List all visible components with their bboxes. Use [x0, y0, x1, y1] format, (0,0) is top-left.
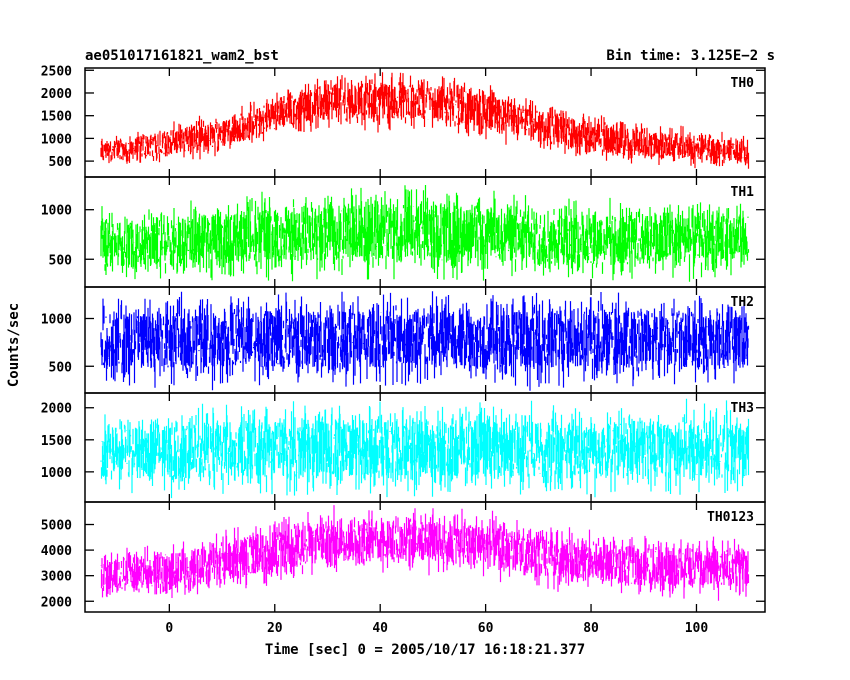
- panels-group: 5001000150020002500TH05001000TH15001000T…: [41, 64, 766, 636]
- x-axis-label: Time [sec] 0 = 2005/10/17 16:18:21.377: [265, 642, 585, 658]
- panel-label-th1: TH1: [731, 185, 755, 200]
- y-tick-label: 500: [49, 360, 73, 375]
- series-th0: [100, 72, 750, 169]
- series-th0123: [100, 505, 750, 601]
- y-tick-label: 1000: [41, 466, 72, 481]
- x-tick-label: 60: [478, 621, 494, 636]
- y-tick-label: 4000: [41, 544, 72, 559]
- x-tick-label: 100: [685, 621, 709, 636]
- y-tick-label: 3000: [41, 570, 72, 585]
- bin-time-label: Bin time: 3.125E−2 s: [606, 48, 775, 64]
- x-tick-label: 80: [583, 621, 599, 636]
- y-tick-label: 1500: [41, 110, 72, 125]
- panel-th0123: 2000 3000 4000 5000 TH0123 0 20 40 60 80 100: [41, 501, 766, 636]
- panel-label-th0: TH0: [731, 76, 755, 91]
- x-tick-label: 20: [267, 621, 283, 636]
- panel-th1: 500 1000 TH1: [41, 176, 766, 288]
- y-tick-label: 500: [49, 155, 73, 170]
- chart-title: ae051017161821_wam2_bst: [85, 48, 279, 64]
- x-tick-label: 40: [372, 621, 388, 636]
- panel-th2: 500 1000 TH2: [41, 286, 766, 394]
- y-tick-label: 2000: [41, 595, 72, 610]
- y-tick-label: 1000: [41, 204, 72, 219]
- series-th3: [100, 398, 750, 499]
- y-tick-label: 2500: [41, 64, 72, 79]
- x-tick-label: 0: [165, 621, 173, 636]
- panel-label-th0123: TH0123: [707, 510, 754, 525]
- series-th1: [100, 185, 750, 282]
- panel-th3: 1000 1500 2000 TH3: [41, 392, 766, 503]
- panel-label-th2: TH2: [731, 295, 754, 310]
- y-tick-label: 1000: [41, 132, 72, 147]
- y-tick-label: 500: [49, 253, 73, 268]
- panel-label-th3: TH3: [731, 401, 754, 416]
- y-tick-label: 2000: [41, 87, 72, 102]
- y-axis-label: Counts/sec: [6, 303, 22, 387]
- y-tick-label: 5000: [41, 519, 72, 534]
- y-tick-label: 1500: [41, 434, 72, 449]
- panel-frame: [84, 501, 766, 613]
- panel-th0: 500 1000 1500 2000 2500 TH0: [41, 64, 766, 178]
- series-th2: [100, 291, 750, 391]
- y-tick-label: 2000: [41, 402, 72, 417]
- y-tick-label: 1000: [41, 313, 72, 328]
